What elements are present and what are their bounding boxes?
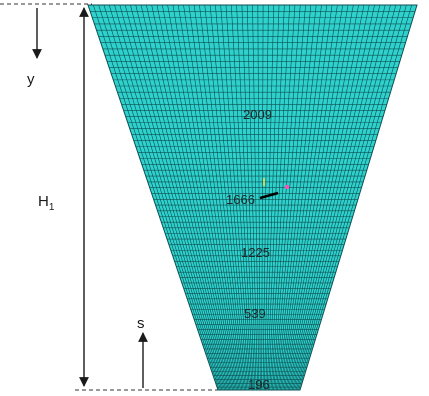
mesh-column-line [273, 5, 312, 390]
mesh-column-line [265, 5, 280, 390]
mesh-column-line [188, 5, 244, 390]
mesh-column-line [140, 5, 232, 390]
mesh-column-line [295, 5, 402, 390]
mesh-column-line [193, 5, 245, 390]
mesh-column-line [146, 5, 233, 390]
mesh-column-line [183, 5, 243, 390]
node-label-2009: 2009 [243, 107, 272, 122]
mesh-column-line [263, 5, 275, 390]
marker-pointer [259, 191, 279, 200]
mesh-column-line [278, 5, 333, 390]
trapezoid-mesh [87, 4, 418, 391]
mesh-column-line [135, 5, 231, 390]
mesh-column-line [289, 5, 375, 390]
mesh-column-line [209, 5, 249, 390]
s-axis-label: s [137, 315, 145, 332]
mesh-column-line [241, 5, 257, 390]
mesh-column-line [281, 5, 344, 390]
mesh-column-line [274, 5, 317, 390]
node-label-1225: 1225 [241, 245, 270, 260]
mesh-column-line [108, 5, 224, 390]
mesh-column-line [124, 5, 228, 390]
node-label-196: 196 [248, 377, 270, 392]
y-axis-label: y [27, 71, 35, 88]
mesh-column-line [267, 5, 290, 390]
mesh-column-line [294, 5, 397, 390]
mesh-column-line [257, 5, 261, 390]
mesh-column-line [290, 5, 381, 390]
node-labels: 2009 1666 1225 539 196 [226, 107, 272, 392]
mesh-column-line [291, 5, 386, 390]
mesh-column-line [298, 5, 412, 390]
mesh-column-line [151, 5, 235, 390]
mesh-column-line [277, 5, 328, 390]
mesh-column-line [161, 5, 237, 390]
mesh-column-line [230, 5, 255, 390]
mesh-column-line [215, 5, 251, 390]
mesh-column-line [98, 5, 221, 390]
mesh-column-line [119, 5, 227, 390]
mesh-column-line [114, 5, 225, 390]
mesh-column-line [204, 5, 248, 390]
mesh-column-line [220, 5, 252, 390]
mesh-column-line [266, 5, 285, 390]
mesh-column-line [287, 5, 370, 390]
marker-dot [284, 184, 290, 190]
mesh-column-line [282, 5, 349, 390]
mesh-column-line [156, 5, 236, 390]
mesh-column-line [269, 5, 296, 390]
mesh-column-line [172, 5, 240, 390]
mesh-column-line [225, 5, 253, 390]
mesh-column-line [130, 5, 229, 390]
node-label-539: 539 [244, 306, 266, 321]
mesh-column-line [286, 5, 365, 390]
mesh-column-line [167, 5, 239, 390]
mesh-column-line [297, 5, 407, 390]
mesh-column-line [199, 5, 247, 390]
height-subscript: 1 [49, 202, 55, 213]
mesh-column-line [103, 5, 223, 390]
height-label: H1 [38, 193, 55, 213]
mesh-column-line [271, 5, 306, 390]
mesh-column-line [93, 5, 220, 390]
mesh-column-line [236, 5, 256, 390]
mesh-column-line [177, 5, 241, 390]
mesh-column-line [270, 5, 301, 390]
mesh-column-line [252, 5, 260, 390]
mesh-column-line [293, 5, 391, 390]
mesh-column-line [246, 5, 258, 390]
mesh-column-line [275, 5, 322, 390]
mesh-column-line [283, 5, 354, 390]
mesh-outline [87, 4, 418, 391]
mesh-column-line [285, 5, 359, 390]
node-label-1666: 1666 [226, 192, 255, 207]
mesh-column-line [279, 5, 338, 390]
